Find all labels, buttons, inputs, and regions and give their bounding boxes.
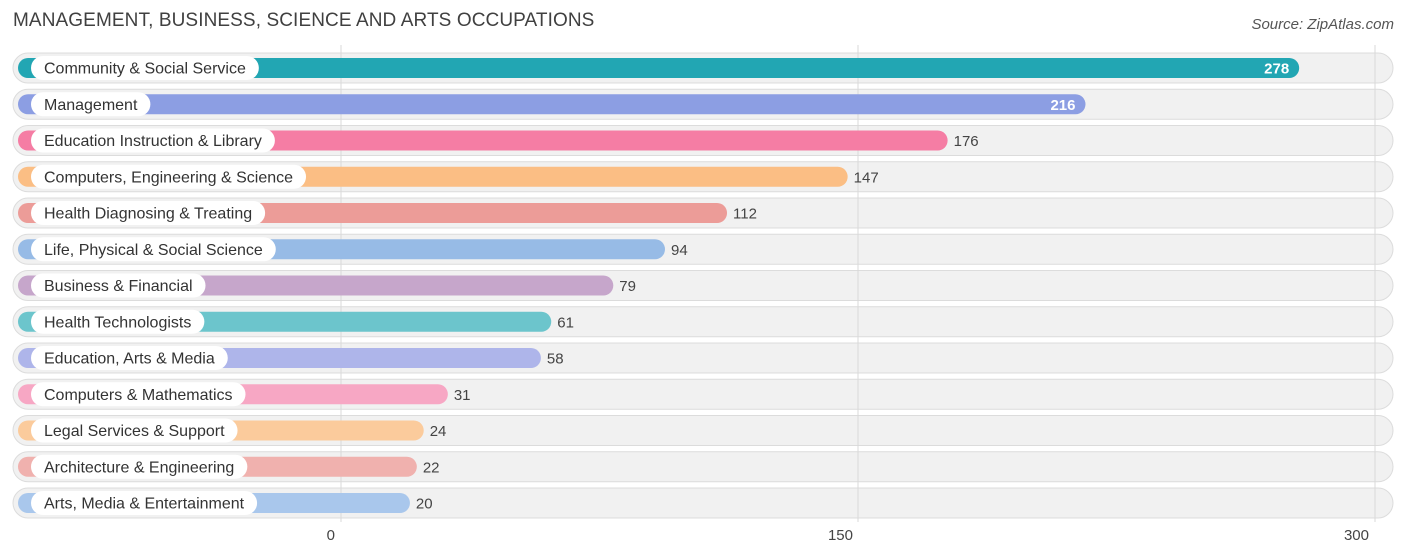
value-label: 22 (423, 459, 440, 476)
category-label-pill (31, 346, 228, 370)
chart-title: MANAGEMENT, BUSINESS, SCIENCE AND ARTS O… (13, 10, 595, 31)
category-label-pill (31, 92, 151, 117)
value-label: 176 (954, 133, 979, 150)
category-label: Life, Physical & Social Science (44, 242, 263, 259)
category-label-pill (31, 128, 275, 153)
category-label: Health Diagnosing & Treating (44, 206, 252, 223)
category-label: Health Technologists (44, 314, 191, 331)
bar (18, 58, 1300, 78)
category-label-pill (31, 273, 206, 298)
category-label-pill (31, 382, 246, 407)
category-label-pill (31, 56, 259, 80)
category-label-pill (31, 309, 205, 334)
bar (18, 94, 1086, 115)
category-label: Computers & Mathematics (44, 387, 233, 404)
value-label: 278 (1264, 61, 1289, 78)
value-label: 216 (1050, 97, 1075, 114)
value-label: 20 (416, 496, 433, 513)
category-label: Education, Arts & Media (44, 351, 215, 368)
category-label-pill (31, 454, 248, 479)
value-label: 112 (733, 206, 757, 223)
category-label: Business & Financial (44, 278, 193, 295)
category-labels: Community & Social Service 278 Management 2… (31, 56, 1289, 515)
value-label: 61 (557, 314, 574, 331)
category-label: Education Instruction & Library (44, 133, 262, 150)
category-label-pill (31, 201, 266, 225)
category-label: Computers, Engineering & Science (44, 169, 293, 186)
category-label: Legal Services & Support (44, 423, 225, 440)
value-label: 24 (430, 423, 447, 440)
category-label: Arts, Media & Entertainment (44, 496, 245, 513)
value-label: 58 (547, 351, 564, 368)
value-label: 31 (454, 387, 471, 404)
value-label: 79 (619, 278, 636, 295)
x-tick-label: 300 (1344, 527, 1369, 544)
source-note: Source: ZipAtlas.com (1251, 16, 1394, 33)
category-label-pill (31, 164, 307, 189)
category-label-pill (31, 491, 258, 515)
x-tick-label: 150 (828, 527, 853, 544)
x-tick-label: 0 (327, 527, 335, 544)
category-label-pill (31, 418, 238, 443)
value-label: 147 (854, 169, 879, 186)
category-label: Community & Social Service (44, 61, 246, 78)
value-label: 94 (671, 242, 688, 259)
category-label: Architecture & Engineering (44, 459, 234, 476)
category-label-pill (31, 237, 276, 262)
x-axis-ticks: 0 150 300 (327, 527, 1369, 544)
bars (18, 58, 1300, 513)
category-label: Management (44, 97, 138, 114)
